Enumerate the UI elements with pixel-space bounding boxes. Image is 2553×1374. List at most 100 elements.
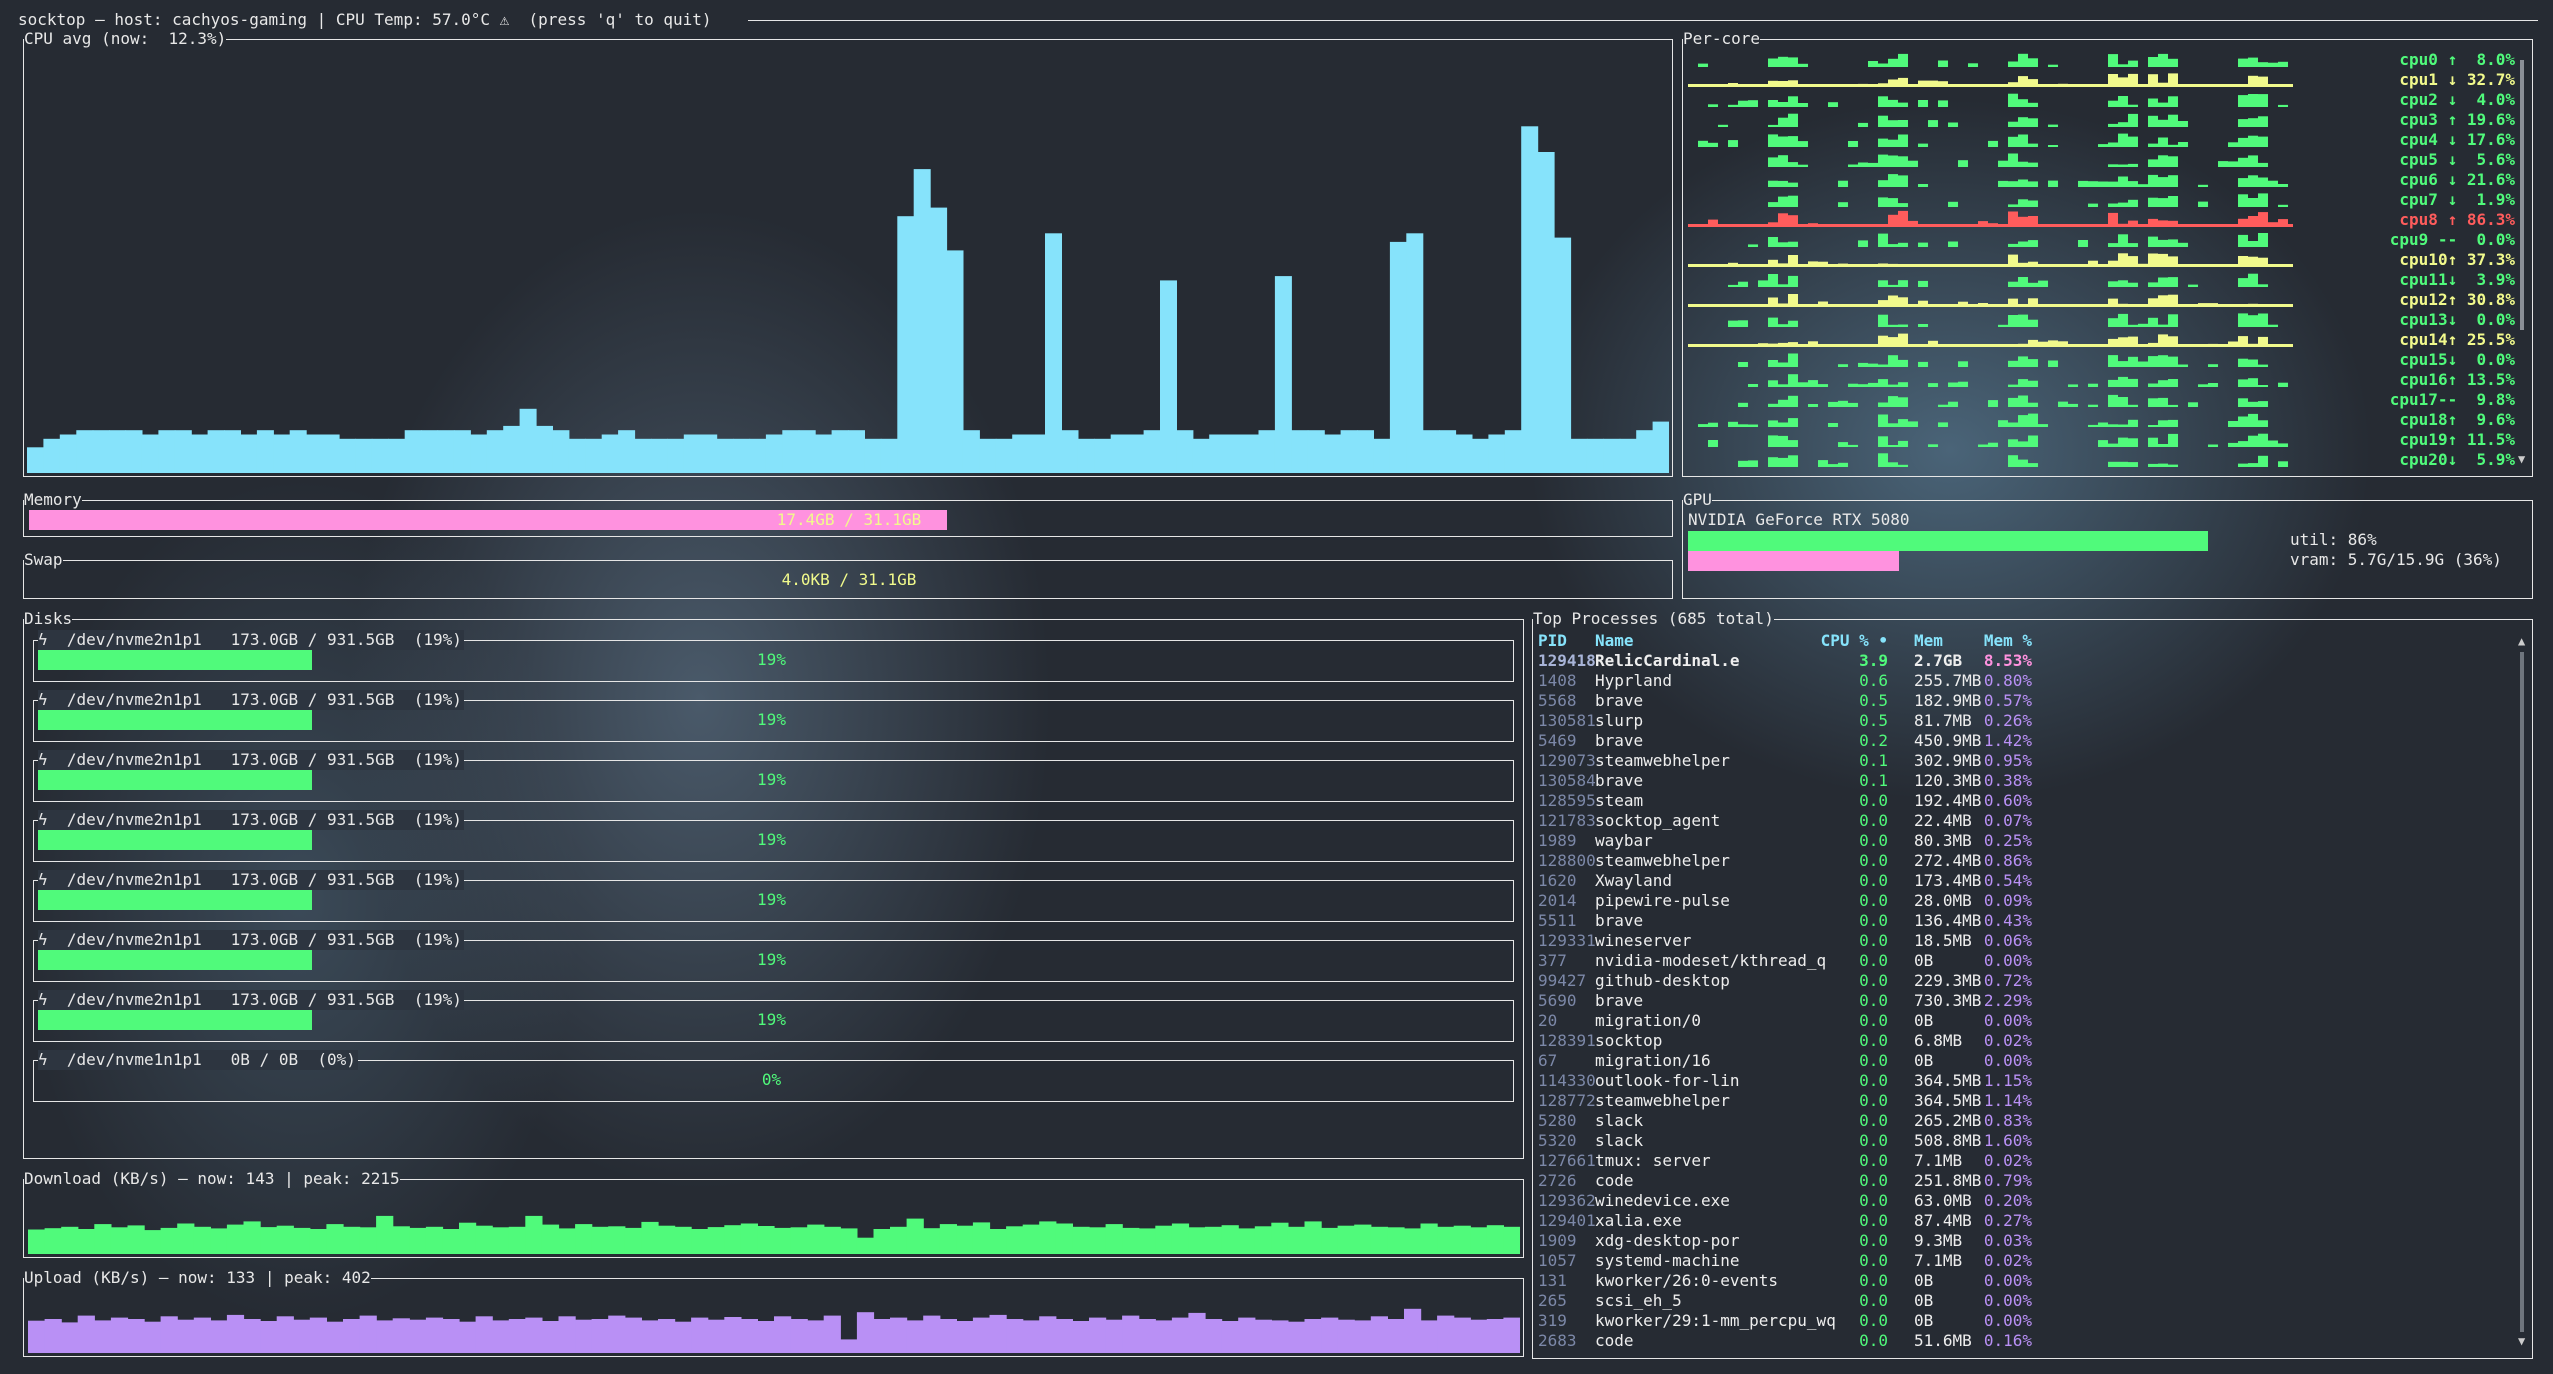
table-row[interactable]: 129401 xalia.exe 0.0 87.4MB 0.27% [1538,1211,2498,1231]
table-row[interactable]: 5568 brave 0.5 182.9MB 0.57% [1538,691,2498,711]
table-row[interactable]: 128391 socktop 0.0 6.8MB 0.02% [1538,1031,2498,1051]
table-row[interactable]: 1620 Xwayland 0.0 173.4MB 0.54% [1538,871,2498,891]
table-row[interactable]: 130581 slurp 0.5 81.7MB 0.26% [1538,711,2498,731]
core-history-bar [2128,324,2138,327]
download-bar [1072,1226,1090,1254]
cpu-history-bar [1077,438,1095,473]
cell-pid: 129401 [1538,1211,1596,1230]
core-history-bar [1778,196,1788,207]
table-row[interactable]: 130584 brave 0.1 120.3MB 0.38% [1538,771,2498,791]
cpu-history-bar [92,430,110,473]
cpu-history-bar [371,438,389,473]
table-row[interactable]: 128800 steamwebhelper 0.0 272.4MB 0.86% [1538,851,2498,871]
cell-name: waybar [1595,831,1653,850]
cell-mem-percent: 0.54% [1983,871,2032,890]
core-history-bar [2248,198,2258,207]
cell-mem-percent: 8.53% [1983,651,2032,670]
table-row[interactable]: 99427 github-desktop 0.0 229.3MB 0.72% [1538,971,2498,991]
cpu-history-bar [141,434,159,473]
upload-bar [823,1315,841,1353]
core-history-bar [1888,355,1898,367]
download-bar [691,1229,709,1254]
table-row[interactable]: 121783 socktop_agent 0.0 22.4MB 0.07% [1538,811,2498,831]
table-row[interactable]: 2726 code 0.0 251.8MB 0.79% [1538,1171,2498,1191]
core-history-bar [2118,77,2128,87]
table-row[interactable]: 129073 steamwebhelper 0.1 302.9MB 0.95% [1538,751,2498,771]
table-row[interactable]: 114330 outlook-for-lin 0.0 364.5MB 1.15% [1538,1071,2498,1091]
table-row[interactable]: 67 migration/16 0.0 0B 0.00% [1538,1051,2498,1071]
table-row[interactable]: 2683 code 0.0 51.6MB 0.16% [1538,1331,2498,1351]
core-history-bar [2258,212,2268,227]
cell-name: slurp [1595,711,1644,730]
core-history-bar [2158,253,2168,267]
disk-gauge-text: 19% [757,950,786,969]
table-row[interactable]: 1909 xdg-desktop-por 0.0 9.3MB 0.03% [1538,1231,2498,1251]
table-row[interactable]: 5280 slack 0.0 265.2MB 0.83% [1538,1111,2498,1131]
cpu-history-bar [191,434,209,473]
table-row[interactable]: 1989 waybar 0.0 80.3MB 0.25% [1538,831,2498,851]
disk-gauge-fill [38,650,312,670]
scroll-down-icon[interactable]: ▼ [2518,452,2526,466]
core-history-bar [1878,379,1888,387]
table-row[interactable]: 265 scsi_eh_5 0.0 0B 0.00% [1538,1291,2498,1311]
cpu-history-bar [1439,430,1457,473]
scroll-up-icon[interactable]: ▲ [2518,634,2526,648]
core-history-bar [1868,61,1878,67]
table-row[interactable]: 5320 slack 0.0 508.8MB 1.60% [1538,1131,2498,1151]
core-history-bar [1828,102,1838,107]
core-label: cpu18↑ 9.6% [2399,410,2515,429]
cell-mem: 0B [1914,951,1934,970]
table-row[interactable]: 1408 Hyprland 0.6 255.7MB 0.80% [1538,671,2498,691]
cell-mem-percent: 0.02% [1983,1151,2032,1170]
table-row[interactable]: 319 kworker/29:1-mm_percpu_wq 0.0 0B 0.00% [1538,1311,2498,1331]
core-history-bar [2228,161,2238,167]
upload-bar [210,1320,228,1353]
table-row[interactable]: 127661 tmux: server 0.0 7.1MB 0.02% [1538,1151,2498,1171]
core-history-bar [2018,379,2028,387]
core-history-bar [1928,340,1938,347]
cpu-history-bar [355,438,373,473]
core-history-bar [2198,264,2208,267]
table-row[interactable]: 20 migration/0 0.0 0B 0.00% [1538,1011,2498,1031]
table-row[interactable]: 131 kworker/26:0-events 0.0 0B 0.00% [1538,1271,2498,1291]
core-history-bar [2088,424,2098,427]
table-row[interactable]: 128595 steam 0.0 192.4MB 0.60% [1538,791,2498,811]
table-row[interactable]: 128772 steamwebhelper 0.0 364.5MB 1.14% [1538,1091,2498,1111]
table-row[interactable]: 5469 brave 0.2 450.9MB 1.42% [1538,731,2498,751]
download-bar [591,1226,609,1254]
core-history-bar [2228,442,2238,447]
download-bar [1138,1228,1156,1254]
table-row[interactable]: 5690 brave 0.0 730.3MB 2.29% [1538,991,2498,1011]
table-row[interactable]: 1057 systemd-machine 0.0 7.1MB 0.02% [1538,1251,2498,1271]
upload-bar [376,1320,394,1353]
process-scrollbar[interactable] [2520,652,2524,1332]
table-row[interactable]: 377 nvidia-modeset/kthread_q 0.0 0B 0.00% [1538,951,2498,971]
core-history-bar [1748,460,1758,467]
table-row[interactable]: 2014 pipewire-pulse 0.0 28.0MB 0.09% [1538,891,2498,911]
table-row[interactable]: 129362 winedevice.exe 0.0 63.0MB 0.20% [1538,1191,2498,1211]
core-history-bar [1698,63,1708,67]
cell-cpu: 0.6 [1859,671,1888,690]
core-history-bar [1938,422,1948,427]
cell-pid: 2726 [1538,1171,1577,1190]
core-history-bar [1778,117,1788,127]
scroll-down-icon[interactable]: ▼ [2518,1334,2526,1348]
cell-pid: 130581 [1538,711,1596,730]
table-row[interactable]: 129331 wineserver 0.0 18.5MB 0.06% [1538,931,2498,951]
core-history-bar [2158,102,2168,107]
core-history-bar [2168,196,2178,207]
per-core-list: cpu0 ↑ 8.0% cpu1 ↓ 32.7% cpu2 ↓ 4.0% cpu3 ↑… [2380,50,2515,470]
table-row[interactable]: 5511 brave 0.0 136.4MB 0.43% [1538,911,2498,931]
cpu-history-bar [1242,434,1260,473]
core-history-bar [2228,142,2238,147]
core-history-bar [1898,397,1908,407]
core-history-bar [1778,422,1788,427]
upload-bar [807,1320,825,1353]
core-history-bar [2118,64,2128,67]
download-bar [856,1237,875,1254]
table-row[interactable]: 129418 RelicCardinal.e 3.9 2.7GB 8.53% [1538,651,2498,671]
core-history-bar [2128,378,2138,387]
core-history-bar [2028,102,2038,107]
per-core-scrollbar[interactable] [2520,60,2524,330]
core-label: cpu9 -- 0.0% [2389,230,2515,249]
